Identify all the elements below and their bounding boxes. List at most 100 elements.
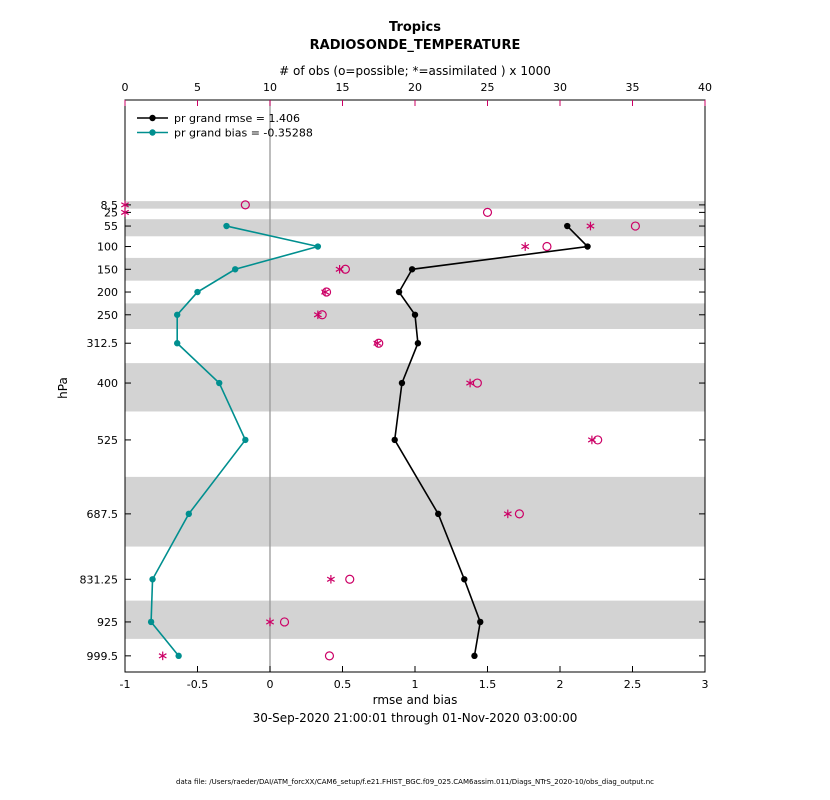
obs-assimilated-marker bbox=[373, 338, 382, 348]
pressure-band bbox=[125, 600, 705, 639]
obs-possible-marker bbox=[321, 287, 332, 297]
x-top-tick-label: 0 bbox=[122, 81, 129, 94]
y-tick-label: 525 bbox=[97, 434, 118, 447]
legend-marker bbox=[149, 114, 156, 122]
series-point-rmse bbox=[471, 652, 478, 660]
obs-possible-marker bbox=[324, 651, 335, 661]
obs-assimilated-marker bbox=[120, 208, 130, 217]
series-point-bias bbox=[194, 288, 201, 296]
x-bottom-tick-label: 3 bbox=[702, 678, 709, 691]
obs-possible-marker bbox=[240, 200, 250, 210]
y-tick-label: 312.5 bbox=[87, 337, 119, 350]
y-tick-label: 55 bbox=[104, 220, 118, 233]
series-point-bias bbox=[175, 652, 182, 660]
obs-assimilated-marker bbox=[265, 617, 275, 627]
series-bias bbox=[147, 222, 322, 660]
obs-assimilated-marker bbox=[587, 435, 596, 445]
series-point-bias bbox=[185, 510, 192, 518]
series-point-rmse bbox=[564, 222, 571, 230]
asterisk-stroke bbox=[373, 340, 382, 346]
x-top-tick-label: 10 bbox=[263, 81, 277, 94]
x-top-tick-label: 5 bbox=[194, 81, 201, 94]
series-rmse bbox=[391, 222, 591, 660]
x-bottom-tick-label: 2 bbox=[557, 678, 564, 691]
series-point-bias bbox=[232, 266, 239, 273]
series-point-rmse bbox=[584, 243, 591, 250]
series-point-rmse bbox=[477, 618, 484, 626]
obs-possible-marker bbox=[340, 264, 350, 274]
series-point-bias bbox=[174, 340, 181, 347]
pressure-band bbox=[125, 363, 705, 412]
series-point-rmse bbox=[411, 311, 419, 318]
pressure-band bbox=[125, 201, 705, 209]
series-point-bias bbox=[147, 618, 155, 626]
x-bottom-tick-label: -0.5 bbox=[187, 678, 208, 691]
series-point-rmse bbox=[414, 340, 422, 347]
chart-title: Tropics bbox=[389, 20, 441, 35]
series-group bbox=[147, 222, 591, 660]
asterisk-stroke bbox=[335, 266, 344, 272]
date-range: 30-Sep-2020 21:00:01 through 01-Nov-2020… bbox=[253, 711, 578, 725]
x-top-tick-label: 15 bbox=[336, 81, 350, 94]
obs-possible-marker bbox=[279, 617, 290, 627]
pressure-band bbox=[125, 476, 705, 547]
y-axis-label: hPa bbox=[56, 377, 70, 399]
x-axis-label: rmse and bias bbox=[373, 693, 458, 707]
y-tick-label: 250 bbox=[97, 309, 118, 322]
y-tick-label: 8.5 bbox=[101, 199, 119, 212]
obs-possible-marker bbox=[593, 435, 603, 445]
obs-assimilated-marker bbox=[466, 378, 475, 388]
obs-axis-label: # of obs (o=possible; *=assimilated ) x … bbox=[279, 64, 551, 78]
y-tick-label: 200 bbox=[97, 286, 118, 299]
y-tick-label: 150 bbox=[97, 263, 118, 276]
y-tick-label: 925 bbox=[97, 616, 118, 629]
series-point-bias bbox=[314, 243, 322, 250]
series-point-rmse bbox=[391, 436, 398, 444]
asterisk-stroke bbox=[326, 576, 335, 582]
series-point-rmse bbox=[395, 288, 403, 296]
legend-item-bias: pr grand bias = -0.35288 bbox=[137, 127, 313, 140]
x-bottom-tick-label: 1.5 bbox=[479, 678, 497, 691]
legend-marker bbox=[149, 129, 156, 136]
series-point-rmse bbox=[461, 576, 468, 583]
asterisk-stroke bbox=[120, 202, 130, 208]
obs-possible-marker bbox=[514, 509, 525, 519]
legend: pr grand rmse = 1.406 pr grand bias = -0.… bbox=[137, 112, 313, 140]
obs-markers-group bbox=[120, 200, 641, 661]
y-tick-label: 999.5 bbox=[87, 650, 119, 663]
y-tick-label: 400 bbox=[97, 377, 118, 390]
ticks-group: -1 -0.5 0 0.5 1 1.5 2 2.5 30 5 10 15 20 25 30 35 408.525… bbox=[80, 81, 713, 691]
obs-assimilated-marker bbox=[158, 651, 167, 661]
series-point-rmse bbox=[435, 510, 442, 518]
x-top-tick-label: 30 bbox=[553, 81, 567, 94]
pressure-band bbox=[125, 219, 705, 237]
data-file-footer: data file: /Users/raeder/DAI/ATM_forcXX/… bbox=[176, 778, 654, 786]
x-top-tick-label: 20 bbox=[408, 81, 422, 94]
asterisk-stroke bbox=[503, 511, 512, 517]
y-tick-label: 100 bbox=[97, 241, 118, 254]
x-bottom-tick-label: -1 bbox=[120, 678, 131, 691]
asterisk-stroke bbox=[321, 289, 330, 295]
series-point-bias bbox=[242, 436, 249, 444]
legend-item-rmse: pr grand rmse = 1.406 bbox=[137, 112, 300, 125]
asterisk-stroke bbox=[120, 209, 130, 216]
asterisk-stroke bbox=[158, 653, 167, 659]
series-line-rmse bbox=[393, 225, 590, 656]
legend-label: pr grand rmse = 1.406 bbox=[174, 112, 300, 125]
obs-assimilated-marker bbox=[120, 200, 130, 210]
y-tick-label: 831.25 bbox=[80, 573, 119, 586]
obs-possible-marker bbox=[374, 338, 384, 348]
obs-assimilated-marker bbox=[335, 264, 344, 274]
obs-assimilated-marker bbox=[503, 509, 512, 519]
series-point-bias bbox=[174, 311, 181, 318]
obs-assimilated-marker bbox=[586, 221, 595, 231]
x-bottom-tick-label: 0.5 bbox=[334, 678, 352, 691]
series-point-bias bbox=[149, 576, 156, 583]
obs-assimilated-marker bbox=[321, 287, 330, 297]
series-line-bias bbox=[150, 225, 319, 657]
obs-possible-marker bbox=[472, 378, 482, 388]
series-point-rmse bbox=[398, 379, 406, 387]
series-point-bias bbox=[216, 379, 223, 387]
pressure-bands bbox=[125, 201, 705, 639]
